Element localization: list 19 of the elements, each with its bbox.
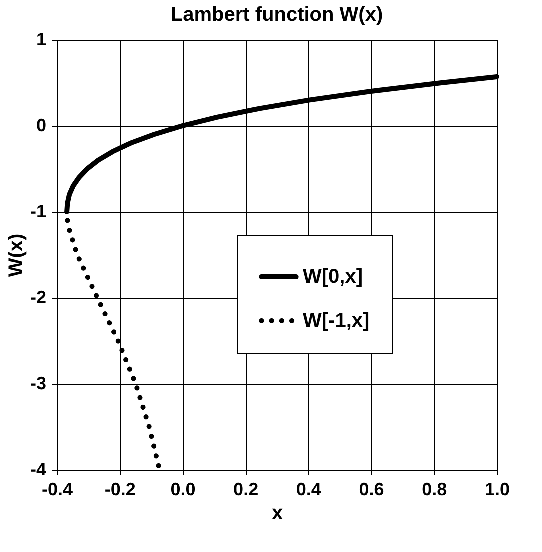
y-tick-label: -1 [30, 202, 46, 222]
chart-title: Lambert function W(x) [170, 4, 384, 26]
y-axis-title: W(x) [5, 234, 28, 278]
y-tick-label: 1 [36, 30, 46, 50]
x-tick-label: 0.2 [234, 480, 259, 500]
y-tick-label: 0 [36, 116, 46, 136]
x-tick-label: 0.6 [359, 480, 384, 500]
y-tick-label: -3 [30, 374, 46, 394]
y-tick-label: -4 [30, 460, 46, 480]
x-tick-label: 1.0 [484, 480, 510, 500]
y-tick-label: -2 [30, 288, 46, 308]
x-tick-label: 0.4 [296, 480, 322, 500]
legend-label: W[0,x] [303, 266, 363, 288]
x-tick-label: 0.8 [422, 480, 448, 500]
legend-label: W[-1,x] [303, 310, 370, 332]
x-tick-label: 0.0 [170, 480, 196, 500]
x-tick-label: -0.4 [42, 480, 74, 500]
x-axis-title: x [272, 502, 284, 524]
x-tick-label: -0.2 [104, 480, 136, 500]
